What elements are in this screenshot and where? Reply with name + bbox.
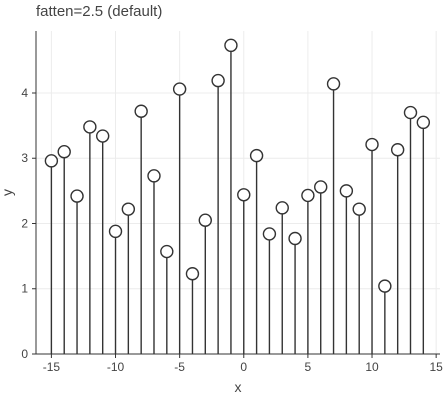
data-point	[262, 227, 277, 241]
y-tick-label: 2	[21, 216, 28, 230]
stems	[50, 45, 425, 354]
data-point	[198, 213, 212, 227]
data-point	[70, 189, 84, 203]
x-tick-label: 10	[365, 360, 379, 374]
data-point	[249, 148, 264, 163]
data-point	[339, 184, 354, 198]
data-point	[57, 145, 71, 159]
data-point	[403, 105, 418, 120]
data-point	[365, 137, 379, 152]
axes	[32, 31, 440, 358]
data-point	[378, 279, 392, 293]
data-point	[416, 115, 431, 130]
data-point	[83, 120, 97, 134]
y-axis-title: y	[0, 189, 15, 196]
data-point	[288, 231, 302, 246]
data-point	[352, 202, 366, 216]
y-tick-label: 1	[21, 282, 28, 296]
x-tick-label: 15	[429, 360, 443, 374]
data-point	[160, 244, 174, 259]
x-tick-label: -10	[107, 360, 125, 374]
data-point	[326, 77, 341, 91]
data-point	[237, 188, 251, 202]
data-point	[95, 129, 110, 143]
data-point	[121, 202, 136, 216]
data-point	[172, 82, 187, 96]
x-tick-label: -15	[43, 360, 61, 374]
data-point	[390, 143, 405, 157]
markers	[44, 38, 431, 293]
data-point	[224, 38, 238, 53]
x-axis-title: x	[235, 379, 242, 395]
x-tick-label: 0	[240, 360, 247, 374]
y-tick-label: 3	[21, 151, 28, 165]
y-tick-label: 0	[21, 347, 28, 361]
x-tick-label: 5	[305, 360, 312, 374]
axis-labels: -15 -10 -5 0 5 10 15 0 1 2 3 4 x y	[0, 86, 443, 395]
data-point	[44, 154, 59, 168]
data-point	[275, 201, 289, 215]
y-tick-label: 4	[21, 86, 28, 100]
data-point	[314, 180, 328, 194]
data-point	[211, 73, 225, 88]
data-point	[108, 224, 123, 239]
data-point	[147, 169, 161, 183]
data-point	[301, 188, 315, 203]
data-point	[134, 104, 148, 118]
data-point	[185, 267, 200, 281]
chart-title: fatten=2.5 (default)	[36, 3, 163, 20]
x-tick-label: -5	[174, 360, 185, 374]
